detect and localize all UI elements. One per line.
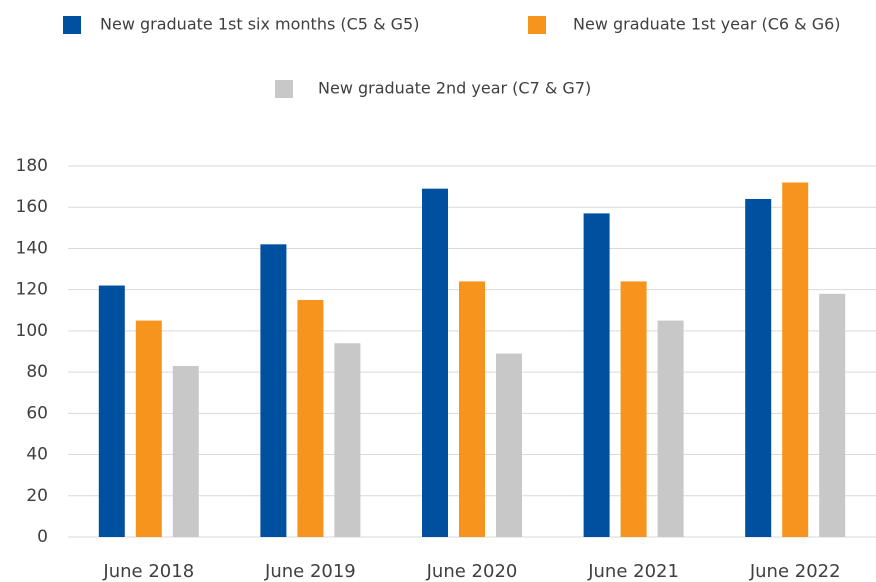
y-tick-label: 120 bbox=[16, 280, 48, 300]
legend-swatch bbox=[275, 80, 293, 98]
legend-label: New graduate 1st year (C6 & G6) bbox=[573, 15, 841, 34]
y-tick-label: 100 bbox=[16, 321, 48, 341]
x-tick-label: June 2021 bbox=[587, 561, 679, 582]
legend-label: New graduate 2nd year (C7 & G7) bbox=[318, 79, 591, 98]
bar bbox=[819, 293, 846, 537]
bar bbox=[583, 213, 610, 537]
x-tick-label: June 2020 bbox=[426, 561, 518, 582]
legend-swatch bbox=[63, 16, 81, 34]
bar bbox=[496, 353, 522, 537]
bar bbox=[260, 244, 287, 538]
bar bbox=[657, 320, 684, 537]
y-tick-label: 0 bbox=[37, 527, 48, 547]
bar bbox=[422, 188, 448, 537]
x-tick-label: June 2022 bbox=[749, 561, 841, 582]
y-tick-label: 160 bbox=[16, 197, 48, 217]
bar bbox=[98, 285, 125, 537]
bar bbox=[782, 182, 809, 537]
legend-swatch bbox=[528, 16, 546, 34]
y-tick-label: 60 bbox=[26, 403, 48, 423]
x-tick-label: June 2019 bbox=[264, 561, 356, 582]
y-tick-label: 20 bbox=[26, 486, 48, 506]
bar bbox=[334, 343, 361, 537]
x-tick-label: June 2018 bbox=[102, 561, 194, 582]
bar bbox=[745, 198, 772, 537]
y-tick-label: 140 bbox=[16, 238, 48, 258]
y-tick-label: 80 bbox=[26, 362, 48, 382]
legend-label: New graduate 1st six months (C5 & G5) bbox=[100, 15, 419, 34]
y-tick-label: 40 bbox=[26, 445, 48, 465]
bar bbox=[459, 281, 485, 537]
bar bbox=[620, 281, 647, 537]
bar bbox=[172, 365, 199, 537]
bar bbox=[135, 320, 162, 537]
bar bbox=[297, 299, 324, 537]
y-tick-label: 180 bbox=[16, 156, 48, 176]
